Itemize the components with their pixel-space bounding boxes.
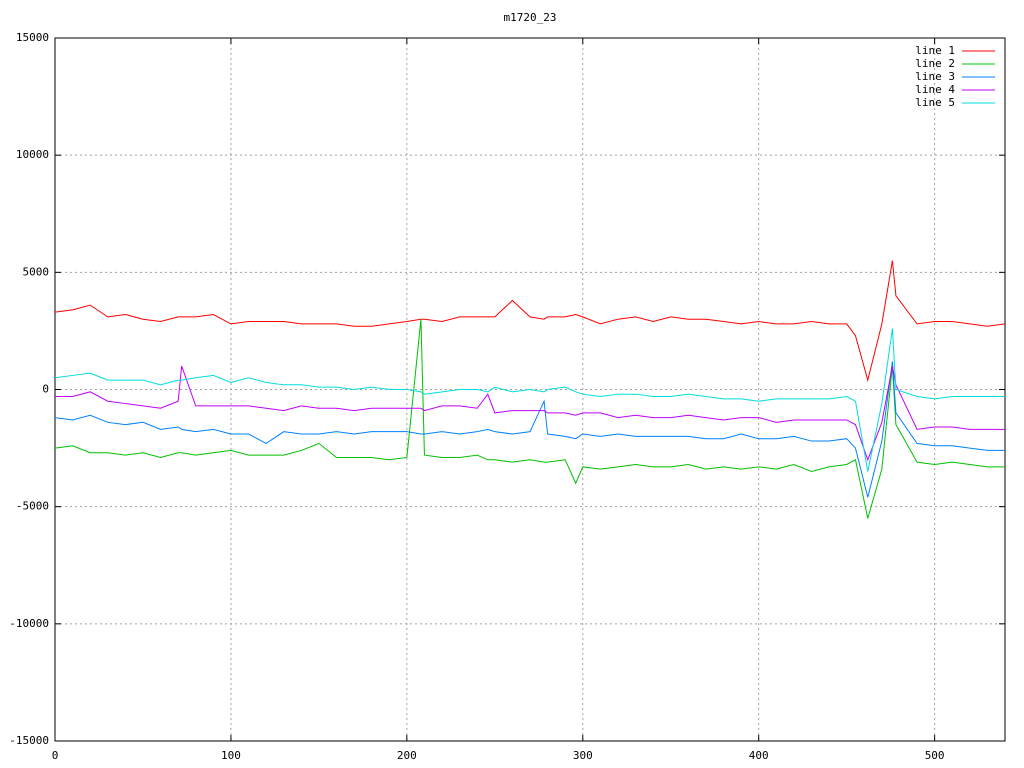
series-line xyxy=(54,260,1006,383)
y-tick-label: -10000 xyxy=(9,617,49,630)
series-line xyxy=(54,319,1005,519)
y-tick-label: 5000 xyxy=(23,265,50,278)
x-tick-label: 500 xyxy=(925,749,945,762)
legend-label: line 2 xyxy=(915,57,955,70)
series-line xyxy=(54,361,1005,498)
legend-label: line 4 xyxy=(915,83,955,96)
y-tick-label: 0 xyxy=(42,383,49,396)
series-line xyxy=(54,328,1005,472)
y-tick-label: -15000 xyxy=(9,734,49,747)
x-tick-label: 200 xyxy=(397,749,417,762)
x-tick-label: 300 xyxy=(573,749,593,762)
y-tick-label: 10000 xyxy=(16,148,49,161)
legend-label: line 5 xyxy=(915,96,955,109)
legend-label: line 3 xyxy=(915,70,955,83)
y-tick-label: 15000 xyxy=(16,31,49,44)
x-tick-label: 100 xyxy=(221,749,241,762)
chart-title: m1720_23 xyxy=(504,11,557,24)
legend-label: line 1 xyxy=(915,44,955,57)
x-tick-label: 400 xyxy=(749,749,769,762)
x-tick-label: 0 xyxy=(52,749,59,762)
y-tick-label: -5000 xyxy=(16,500,49,513)
series-line xyxy=(55,365,1005,462)
